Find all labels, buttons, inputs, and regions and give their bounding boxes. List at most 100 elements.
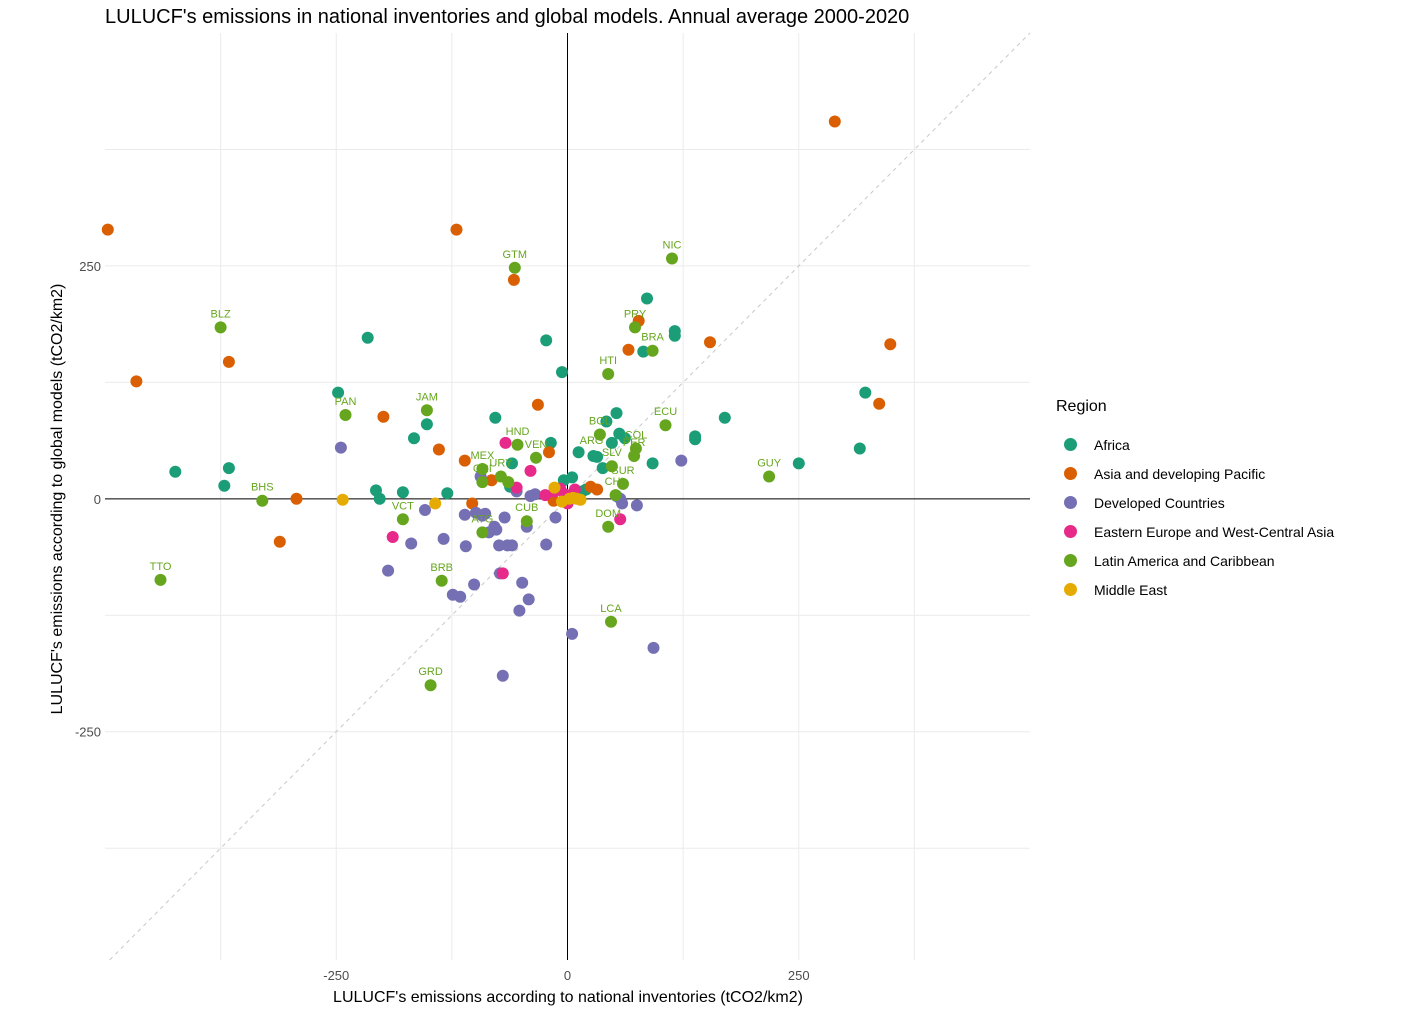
- point-label: TTO: [150, 561, 172, 573]
- data-point: [605, 460, 618, 473]
- data-point: [646, 344, 659, 357]
- legend-entry: Africa: [1056, 430, 1334, 459]
- data-point: [540, 334, 553, 347]
- data-point: [689, 433, 702, 446]
- data-point: [507, 273, 520, 286]
- data-point: [336, 493, 349, 506]
- data-point: [273, 535, 286, 548]
- data-point: [468, 578, 481, 591]
- data-point: [704, 336, 716, 349]
- point-label: BLZ: [211, 308, 231, 320]
- legend-swatch: [1064, 496, 1077, 509]
- data-point: [600, 415, 613, 428]
- point-label: BRA: [641, 332, 664, 344]
- data-point: [618, 432, 631, 445]
- data-point: [566, 627, 579, 640]
- data-point: [408, 432, 420, 445]
- point-label: CRI: [473, 463, 492, 475]
- data-point: [419, 504, 431, 516]
- point-label: HND: [506, 426, 530, 438]
- legend: Region Africa Asia and developing Pacific…: [1056, 398, 1334, 604]
- legend-items: Africa Asia and developing Pacific Develop…: [1056, 430, 1334, 604]
- legend-label: Eastern Europe and West-Central Asia: [1094, 523, 1335, 540]
- data-point: [548, 481, 561, 494]
- legend-swatch: [1064, 583, 1077, 596]
- legend-entry: Asia and developing Pacific: [1056, 459, 1334, 488]
- data-point: [382, 564, 395, 577]
- point-label: URY: [489, 457, 513, 469]
- data-point: [169, 465, 182, 478]
- data-point: [256, 494, 269, 507]
- point-label: VCT: [392, 500, 414, 512]
- point-label: VEN: [525, 439, 548, 451]
- point-label: ATG: [472, 513, 494, 525]
- data-point: [859, 386, 872, 399]
- point-label: NIC: [663, 239, 682, 251]
- legend-swatch: [1064, 525, 1077, 538]
- data-point: [506, 539, 518, 552]
- data-point: [591, 483, 604, 496]
- point-label: BRB: [430, 562, 453, 574]
- data-point: [530, 451, 542, 464]
- data-point: [154, 573, 167, 586]
- legend-label: Middle East: [1094, 581, 1168, 598]
- data-point: [524, 464, 537, 477]
- data-point: [476, 526, 489, 539]
- legend-entry: Developed Countries: [1056, 488, 1334, 517]
- legend-label: Asia and developing Pacific: [1094, 465, 1266, 482]
- data-point: [873, 397, 886, 410]
- data-point: [609, 489, 622, 502]
- data-point: [396, 513, 409, 526]
- data-point: [432, 443, 445, 456]
- data-point: [629, 442, 642, 455]
- data-point: [496, 669, 509, 682]
- point-label: PER: [623, 437, 646, 449]
- legend-entry: Middle East: [1056, 575, 1334, 604]
- point-label: BOL: [589, 416, 611, 428]
- data-point: [647, 641, 660, 654]
- y-tick-label: 250: [79, 259, 101, 274]
- data-point: [420, 418, 433, 431]
- data-point: [675, 454, 688, 467]
- data-point: [556, 366, 568, 379]
- data-point: [499, 436, 512, 449]
- data-point: [490, 523, 503, 536]
- legend-title: Region: [1056, 398, 1107, 415]
- data-point: [435, 574, 448, 587]
- data-point: [222, 355, 235, 368]
- y-tick-label: 0: [94, 492, 101, 507]
- data-point: [513, 604, 526, 617]
- data-point: [511, 438, 524, 451]
- data-point: [531, 398, 544, 411]
- data-point: [386, 531, 399, 543]
- data-point: [101, 223, 114, 236]
- data-point: [549, 511, 562, 524]
- data-point: [659, 419, 672, 432]
- data-point: [522, 593, 535, 606]
- data-point: [130, 375, 143, 388]
- data-point: [593, 428, 606, 441]
- data-point: [614, 513, 627, 526]
- data-point: [718, 411, 731, 424]
- data-points: [101, 115, 897, 692]
- data-point: [450, 223, 463, 236]
- point-label: PAN: [335, 396, 357, 408]
- data-point: [437, 532, 450, 545]
- point-label: GTM: [503, 249, 527, 261]
- point-label: DOM: [595, 508, 621, 520]
- legend-entry: Latin America and Caribbean: [1056, 546, 1334, 575]
- data-point: [602, 368, 615, 380]
- legend-swatch: [1064, 467, 1077, 480]
- data-point: [884, 338, 897, 351]
- y-axis-label: LULUCF's emissions according to global m…: [49, 284, 66, 715]
- point-label: BHS: [251, 482, 274, 494]
- legend-swatch: [1064, 554, 1077, 567]
- point-label: COL: [625, 430, 648, 442]
- data-point: [476, 476, 489, 489]
- data-point: [539, 489, 552, 502]
- data-point: [668, 325, 681, 338]
- point-label: ECU: [654, 406, 677, 418]
- data-point: [377, 410, 390, 423]
- point-label: SUR: [611, 465, 634, 477]
